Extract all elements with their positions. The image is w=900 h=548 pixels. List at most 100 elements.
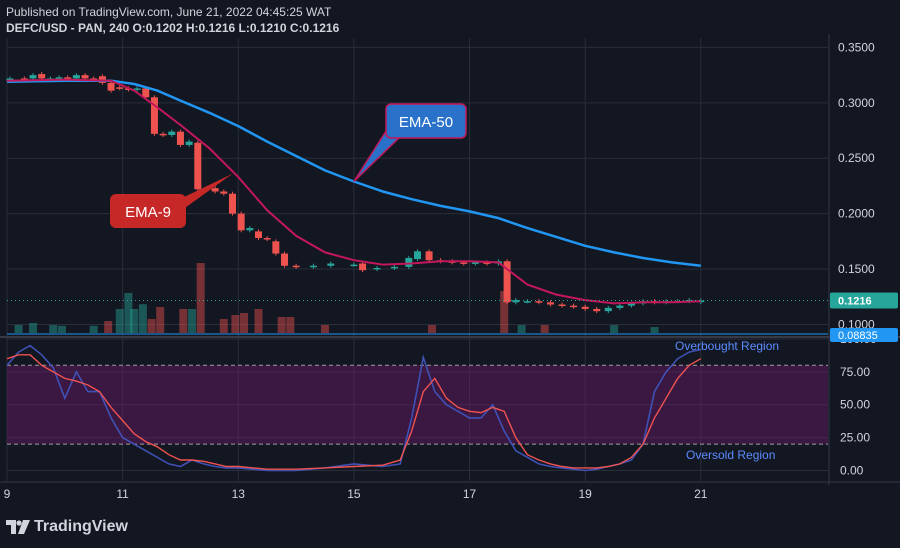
volume-bar xyxy=(179,309,188,333)
candle-body xyxy=(616,305,624,308)
candle-body xyxy=(471,262,479,264)
volume-bar xyxy=(517,325,526,333)
candle xyxy=(570,303,578,309)
candle-body xyxy=(483,262,491,264)
candle-body xyxy=(116,87,124,89)
rsi-d-line xyxy=(6,354,702,470)
price-axis[interactable]: 0.3500 0.3000 0.2500 0.2000 0.1500 0.1000 xyxy=(838,40,875,331)
rsi-tick-label: 75.00 xyxy=(840,365,870,379)
candle-body xyxy=(272,241,280,254)
volume-bars xyxy=(14,263,659,333)
candlesticks xyxy=(6,72,705,314)
candle-body xyxy=(535,301,543,303)
rsi-band xyxy=(7,365,828,445)
candle xyxy=(425,249,433,263)
candle xyxy=(107,80,115,93)
rsi-tick-label: 25.00 xyxy=(840,431,870,445)
candle xyxy=(133,86,141,92)
time-axis[interactable]: 9 11 13 15 17 19 21 xyxy=(4,487,708,501)
candle-body xyxy=(194,142,202,190)
candle-body xyxy=(168,131,176,135)
candle-body xyxy=(220,191,228,194)
candle-body xyxy=(72,75,80,79)
candle-body xyxy=(359,263,367,271)
volume-bar xyxy=(57,325,66,333)
candle-body xyxy=(150,97,158,134)
candle xyxy=(309,263,317,269)
volume-bar xyxy=(188,309,197,333)
time-tick-label: 19 xyxy=(578,487,592,501)
candle xyxy=(616,303,624,310)
volume-bar xyxy=(89,325,98,333)
candle xyxy=(512,298,520,305)
candle-body xyxy=(327,263,335,266)
rsi-tick-label: 50.00 xyxy=(840,398,870,412)
footer-bar xyxy=(0,512,900,548)
volume-bar xyxy=(320,325,329,333)
price-tick-label: 0.2000 xyxy=(838,207,875,221)
candle-body xyxy=(604,307,612,312)
candle-body xyxy=(627,303,635,306)
candle-body xyxy=(81,75,89,79)
volume-bar xyxy=(277,317,286,333)
candle-body xyxy=(159,133,167,136)
candle-body xyxy=(90,78,98,80)
candle-body xyxy=(405,257,413,267)
candle xyxy=(523,299,531,304)
candle-body xyxy=(546,302,554,305)
candle-body xyxy=(309,265,317,268)
candle xyxy=(194,140,202,192)
volume-bar xyxy=(156,307,165,333)
tradingview-icon xyxy=(6,520,30,534)
candle-body xyxy=(211,188,219,192)
candle xyxy=(150,95,158,136)
candle-body xyxy=(558,304,566,307)
grid-lines xyxy=(6,38,828,481)
candle-body xyxy=(523,301,531,303)
last-price-label: 0.1216 xyxy=(830,292,898,309)
tradingview-logo[interactable]: TradingView xyxy=(6,518,128,536)
rsi-k-line xyxy=(6,344,701,472)
candle xyxy=(159,131,167,137)
volume-bar xyxy=(231,315,240,333)
candle xyxy=(255,229,263,241)
volume-bar xyxy=(104,321,113,333)
candle-body xyxy=(593,308,601,312)
ema9-line xyxy=(6,78,701,305)
candle xyxy=(327,261,335,268)
volume-bar xyxy=(115,309,124,333)
candle-body xyxy=(390,266,398,269)
candle-body xyxy=(373,267,381,270)
ema50-callout-label: EMA-50 xyxy=(399,114,453,131)
price-tick-label: 0.3000 xyxy=(838,96,875,110)
candle-body xyxy=(414,251,421,260)
candle-body xyxy=(237,213,245,231)
time-tick-label: 15 xyxy=(347,487,361,501)
candle xyxy=(503,259,511,305)
volume-bar xyxy=(14,325,23,333)
candle xyxy=(263,236,271,242)
hidden-level-value: 0.08835 xyxy=(838,330,878,342)
tradingview-wordmark: TradingView xyxy=(34,518,128,535)
volume-bar xyxy=(610,325,619,333)
volume-bar xyxy=(138,304,147,333)
candle-body xyxy=(425,251,433,261)
candle xyxy=(237,211,245,233)
volume-bar xyxy=(219,319,228,333)
candle-body xyxy=(503,261,511,303)
volume-bar xyxy=(147,319,156,333)
time-tick-label: 11 xyxy=(116,487,129,501)
candle xyxy=(168,129,176,137)
candle-body xyxy=(281,253,289,266)
volume-bar xyxy=(427,325,436,333)
candle-body xyxy=(350,264,358,267)
candle xyxy=(581,304,589,311)
candle-body xyxy=(142,88,150,98)
candle xyxy=(246,226,254,233)
candle xyxy=(281,251,289,268)
oversold-region-label: Oversold Region xyxy=(686,448,775,462)
candle xyxy=(405,255,413,269)
candle xyxy=(176,129,184,147)
